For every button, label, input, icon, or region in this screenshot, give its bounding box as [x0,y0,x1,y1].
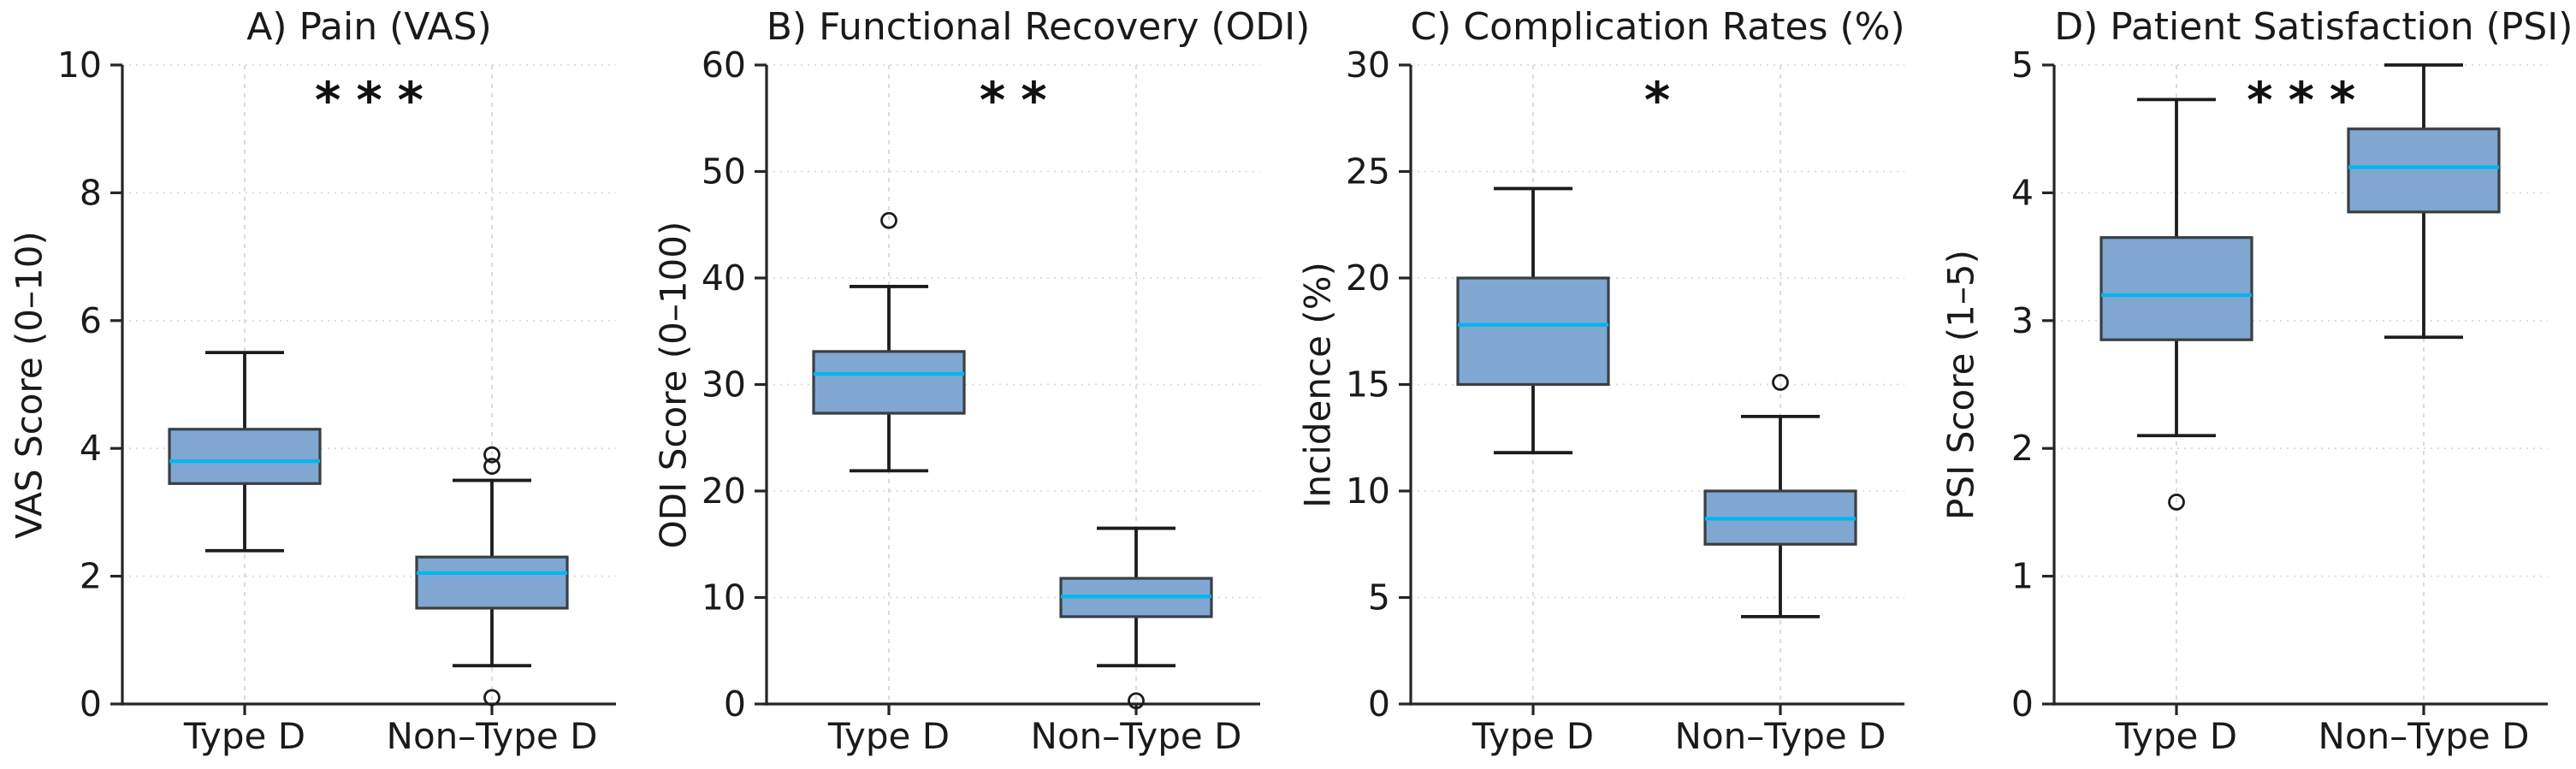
y-tick-label: 15 [1345,364,1389,405]
y-tick-label: 0 [80,683,102,725]
panel-b-functional-recovery-odi: B) Functional Recovery (ODI) ODI Score (… [644,0,1311,769]
panel-b-significance-stars: ** [979,71,1063,129]
y-tick-label: 3 [2011,300,2034,341]
panel-d-significance-stars: *** [2247,71,2372,129]
panel-a-plot-canvas: 0 2 4 6 8 10 Type D Non–Type D [57,44,616,757]
x-category-label: Type D [1471,715,1593,757]
panel-a-pain-vas: A) Pain (VAS) VAS Score (0–10) *** 0 2 4 6 8… [0,0,644,769]
y-tick-label: 0 [2011,683,2034,725]
y-tick-label: 10 [702,577,746,618]
y-ticks: 0 10 20 30 40 50 60 [702,44,767,725]
iqr-box [168,428,322,485]
x-ticks: Type D Non–Type D [183,704,598,757]
y-tick-label: 5 [1367,577,1389,618]
panel-d-patient-satisfaction-psi: D) Patient Satisfaction (PSI) PSI Score … [1932,0,2576,769]
iqr-box [1455,276,1610,387]
y-ticks: 0 1 2 3 4 5 [2011,44,2055,725]
x-category-label: Non–Type D [387,715,598,757]
y-tick-label: 60 [702,44,746,86]
y-tick-label: 20 [702,470,746,512]
panel-c-complication-rates: C) Complication Rates (%) Incidence (%) … [1288,0,1933,769]
outlier-marker [879,211,897,229]
axes-spines [121,65,616,706]
iqr-box [2347,127,2501,214]
iqr-box [2099,236,2253,341]
iqr-box [415,555,569,610]
panel-c-significance-stars: * [1643,71,1686,129]
panel-d-plot-canvas: 0 1 2 3 4 5 Type D Non–Type D [2011,44,2549,757]
box-group-non-type-d [1703,374,1857,618]
y-tick-label: 20 [1345,257,1389,299]
x-ticks: Type D Non–Type D [827,704,1241,757]
outlier-marker [483,689,500,707]
box-group-type-d [2099,98,2253,511]
box-group-type-d [812,211,966,473]
box-group-non-type-d [1059,526,1213,710]
y-tick-label: 2 [80,556,102,597]
y-tick-label: 50 [702,151,746,192]
iqr-box [812,350,966,415]
x-category-label: Non–Type D [1674,715,1886,757]
panel-d-y-axis-label: PSI Score (1–5) [1939,250,1982,520]
panel-b-plot-canvas: 0 10 20 30 40 50 60 Type D Non–Type D [702,44,1260,757]
box-group-type-d [1455,186,1610,455]
box-group-non-type-d [415,446,569,707]
x-ticks: Type D Non–Type D [2115,704,2530,757]
x-category-label: Type D [2115,715,2237,757]
x-category-label: Type D [827,715,950,757]
y-tick-label: 10 [57,44,102,86]
outlier-marker [2168,494,2186,511]
y-tick-label: 0 [1367,683,1389,725]
y-tick-label: 1 [2011,556,2034,597]
outlier-marker [1771,374,1789,391]
x-category-label: Type D [183,715,305,757]
panel-b-y-axis-label: ODI Score (0–100) [652,221,695,549]
y-tick-label: 5 [2011,44,2034,86]
x-category-label: Non–Type D [1030,715,1241,757]
x-ticks: Type D Non–Type D [1471,704,1886,757]
y-tick-label: 6 [80,300,102,341]
y-tick-label: 4 [80,428,102,469]
y-tick-label: 30 [702,364,746,405]
outlier-marker [483,458,500,476]
x-category-label: Non–Type D [2318,715,2530,757]
y-tick-label: 8 [80,172,102,213]
outlier-marker [1127,692,1145,710]
y-tick-label: 2 [2011,428,2034,469]
y-tick-label: 10 [1345,470,1389,512]
panel-a-title: A) Pain (VAS) [246,5,492,49]
y-tick-label: 0 [724,683,746,725]
panel-a-significance-stars: *** [315,71,439,129]
y-tick-label: 4 [2011,172,2034,213]
panel-c-plot-canvas: 0 5 10 15 20 25 30 Type D Non–Type D [1345,44,1904,757]
panel-b-title: B) Functional Recovery (ODI) [766,5,1311,49]
box-group-type-d [168,351,322,553]
box-group-non-type-d [2347,63,2501,340]
y-tick-label: 40 [702,257,746,299]
panel-c-y-axis-label: Incidence (%) [1296,262,1338,508]
panel-d-title: D) Patient Satisfaction (PSI) [2054,5,2573,49]
y-ticks: 0 5 10 15 20 25 30 [1345,44,1411,725]
panel-c-title: C) Complication Rates (%) [1410,5,1905,49]
axes-spines [2052,65,2549,706]
panel-a-y-axis-label: VAS Score (0–10) [8,231,50,539]
y-tick-label: 25 [1345,151,1389,192]
outlier-marker [483,446,500,464]
y-ticks: 0 2 4 6 8 10 [57,44,122,725]
y-tick-label: 30 [1345,44,1389,86]
